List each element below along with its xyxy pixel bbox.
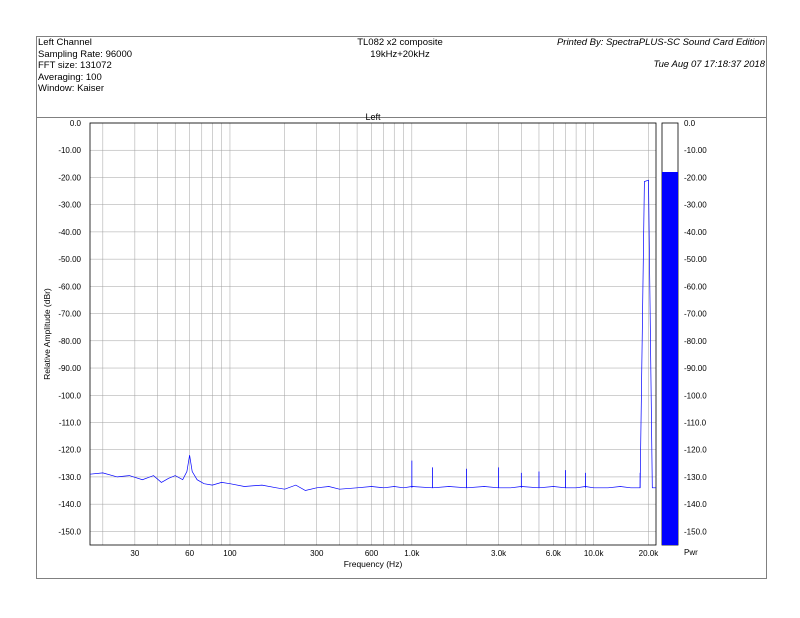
power-meter-tick-label: -30.00 [684,201,707,210]
axis-tick-labels: 0.0 -10.00 -20.00 -30.00 -40.00 -50.00 -60.00 -… [58,119,659,558]
power-meter-tick-label: -110.0 [684,418,707,427]
y-tick-label: -110.0 [59,418,82,427]
y-tick-label: -40.00 [58,228,81,237]
power-meter-tick-label: -50.00 [684,255,707,264]
power-meter-tick-label: -90.00 [684,364,707,373]
x-axis-label: Frequency (Hz) [344,559,403,569]
power-meter-tick-label: -120.0 [684,446,707,455]
power-meter-label: Pwr [684,548,698,557]
x-tick-label: 3.0k [491,549,507,558]
header-divider [36,117,767,118]
y-tick-label: -140.0 [58,500,81,509]
y-tick-label: -100.0 [58,391,81,400]
report-frame [36,36,767,579]
plot-area-border [89,122,657,546]
y-tick-label: -20.00 [58,173,81,182]
report-title-block: TL082 x2 composite 19kHz+20kHz [300,37,500,60]
y-tick-label: -60.00 [58,282,81,291]
x-tick-label: 20.0k [639,549,660,558]
sampling-rate-label: Sampling Rate: 96000 [38,48,133,60]
x-tick-label: 6.0k [546,549,562,558]
averaging-label: Averaging: 100 [38,71,102,83]
x-tick-label: 600 [365,549,379,558]
y-axis-label: Relative Amplitude (dBr) [42,288,52,380]
y-tick-label: -10.00 [58,146,81,155]
x-tick-label: 10.0k [584,549,605,558]
power-meter-tick-label: -150.0 [684,527,707,536]
power-meter-tick-label: -130.0 [684,473,707,482]
x-tick-label: 100 [223,549,237,558]
power-meter-tick-label: -100.0 [684,391,707,400]
power-meter-tick-label: -10.00 [684,146,707,155]
print-date-label: Tue Aug 07 17:18:37 2018 [653,59,765,70]
spectrum-spurs [411,460,641,488]
x-tick-label: 1.0k [404,549,420,558]
power-meter-tick-labels: 0.0 -10.00 -20.00 -30.00 -40.00 -50.00 -60.00 -… [684,119,707,536]
y-tick-label: -50.00 [58,255,81,264]
channel-label: Left Channel [38,37,92,48]
window-label: Window: Kaiser [38,83,104,94]
y-tick-label: 0.0 [70,119,82,128]
spectrum-trace [89,179,656,491]
measurement-info: Left Channel Sampling Rate: 96000 FFT size… [38,37,132,95]
chart-grid [90,122,656,545]
printed-by-label: Printed By: SpectraPLUS-SC Sound Card Ed… [556,37,765,48]
power-meter: 0.0 -10.00 -20.00 -30.00 -40.00 -50.00 -60.00 -… [661,119,707,557]
report-subtitle: 19kHz+20kHz [370,48,430,60]
power-meter-tick-label: -140.0 [684,500,707,509]
power-meter-tick-label: -80.00 [684,337,707,346]
power-meter-tick-label: -40.00 [684,228,707,237]
power-meter-tick-label: -20.00 [684,173,707,182]
power-meter-fill [662,172,678,545]
power-meter-tick-label: -70.00 [684,310,707,319]
y-tick-label: -120.0 [58,446,81,455]
y-tick-label: -150.0 [58,527,81,536]
y-tick-label: -130.0 [58,473,81,482]
y-tick-label: -70.00 [58,310,81,319]
y-tick-label: -90.00 [58,364,81,373]
fft-size-label: FFT size: 131072 [38,60,112,71]
x-tick-label: 30 [130,549,139,558]
chart-title: Left [365,112,381,122]
y-tick-label: -80.00 [58,337,81,346]
power-meter-tick-label: 0.0 [684,119,696,128]
x-tick-label: 60 [185,549,194,558]
power-meter-tick-label: -60.00 [684,282,707,291]
y-tick-label: -30.00 [58,201,81,210]
report-title: TL082 x2 composite [357,37,443,48]
x-tick-label: 300 [310,549,324,558]
